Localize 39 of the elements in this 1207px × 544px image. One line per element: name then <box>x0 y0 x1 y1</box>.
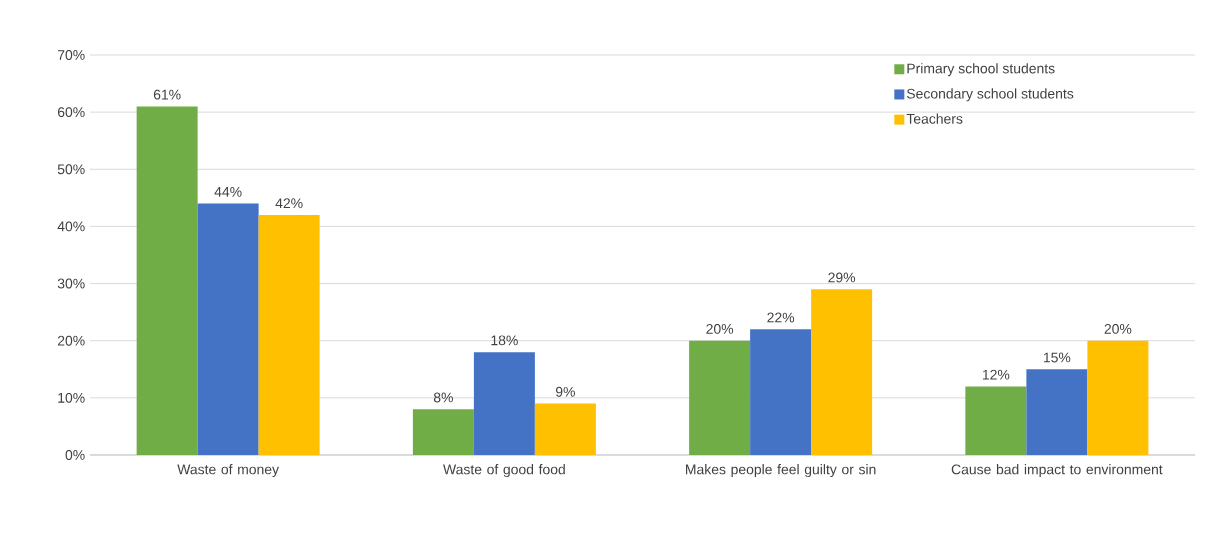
y-tick-label: 70% <box>57 50 85 60</box>
y-tick-label: 40% <box>57 221 85 232</box>
data-label: 42% <box>275 198 303 209</box>
bar <box>1087 340 1149 455</box>
bar <box>473 352 535 455</box>
legend-label: Secondary school students <box>906 88 1074 102</box>
bar <box>1026 369 1088 455</box>
bar <box>689 340 751 455</box>
data-label: 9% <box>555 386 575 397</box>
bar <box>811 289 873 455</box>
y-tick-label: 50% <box>57 164 85 175</box>
y-tick-label: 0% <box>65 450 85 460</box>
x-tick-label: Makes people feel guilty or sin <box>686 464 876 478</box>
data-label: 8% <box>433 392 453 403</box>
data-label: 22% <box>767 312 795 323</box>
x-tick-label: Waste of money <box>177 464 279 478</box>
bar <box>965 386 1027 455</box>
bar <box>750 329 812 455</box>
bar <box>412 409 474 455</box>
data-label: 20% <box>1104 323 1132 334</box>
bar <box>534 403 596 455</box>
data-label: 18% <box>491 335 518 346</box>
data-label: 61% <box>153 89 181 100</box>
data-label: 12% <box>982 369 1010 380</box>
legend-label: Teachers <box>906 113 963 124</box>
y-tick-label: 10% <box>58 392 85 403</box>
y-tick-label: 30% <box>57 278 85 289</box>
data-label: 15% <box>1043 352 1071 363</box>
legend-label: Primary school students <box>907 63 1055 77</box>
data-label: 44% <box>214 186 242 197</box>
y-tick-label: 60% <box>57 107 85 118</box>
data-label: 20% <box>706 323 734 334</box>
x-tick-label: Cause bad impact to environment <box>951 464 1163 478</box>
bar <box>136 106 198 455</box>
data-label: 29% <box>828 272 856 283</box>
x-tick-label: Waste of good food <box>443 464 565 478</box>
y-tick-label: 20% <box>57 335 85 346</box>
bar <box>258 214 320 455</box>
bar <box>197 203 259 455</box>
